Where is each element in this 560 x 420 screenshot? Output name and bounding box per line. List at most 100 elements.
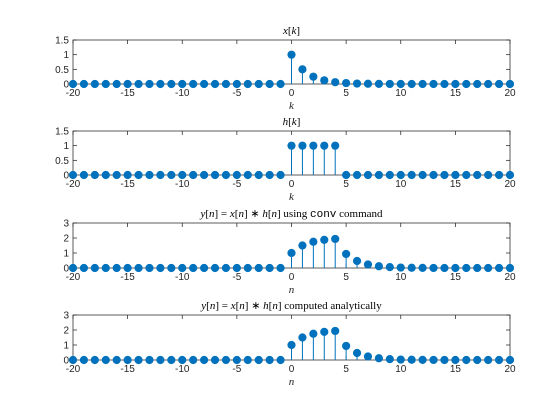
y-tick-label: 0.5	[55, 65, 69, 76]
title-fragment: k	[292, 116, 298, 128]
stem-marker	[429, 263, 438, 273]
y-tick-label: 1.5	[55, 36, 69, 47]
stem-marker	[68, 263, 78, 273]
title-fragment: [	[269, 300, 273, 312]
stem-marker	[232, 79, 241, 89]
stem-marker	[265, 355, 274, 365]
stem-marker	[342, 249, 351, 259]
stem-marker	[178, 263, 187, 273]
x-tick-label: -10	[175, 272, 190, 283]
stem-marker	[484, 355, 493, 365]
stem-marker	[101, 170, 110, 180]
x-tick-label: 0	[289, 88, 295, 99]
x-tick-label: -20	[66, 179, 81, 190]
x-tick-label: -10	[175, 179, 190, 190]
stem-marker	[210, 263, 220, 273]
stem-marker	[101, 79, 110, 89]
y-tick-label: 1	[63, 249, 69, 260]
stem-marker	[90, 355, 99, 365]
stem-marker	[167, 355, 176, 365]
stem-marker	[79, 355, 89, 365]
stem-marker	[112, 355, 121, 365]
stem-marker	[309, 72, 318, 81]
stem-marker	[276, 263, 285, 273]
title-fragment: [	[235, 208, 239, 220]
y-tick-label: 0	[63, 80, 69, 91]
title-fragment: ] ∗	[244, 208, 262, 220]
stem-marker	[494, 79, 504, 89]
x-tick-label: 0	[289, 272, 295, 283]
stem-marker	[123, 355, 132, 365]
stem-marker	[451, 263, 460, 273]
y-tick-label: 0	[63, 264, 69, 275]
x-tick-label: 15	[450, 88, 462, 99]
stem-marker	[210, 79, 220, 89]
y-tick-label: 0	[63, 356, 69, 367]
x-tick-label: -5	[232, 179, 241, 190]
stem-marker	[123, 263, 132, 273]
stem-marker	[363, 170, 373, 180]
stem-marker	[101, 355, 110, 365]
x-axis-label: k	[289, 100, 295, 112]
stem-marker	[374, 170, 383, 180]
stem-marker	[123, 79, 132, 89]
stem-marker	[418, 79, 427, 89]
x-tick-label: -10	[175, 364, 190, 375]
title-fragment: n	[239, 300, 245, 312]
stem-marker	[265, 170, 274, 180]
x-tick-label: 10	[395, 88, 407, 99]
stem-marker	[320, 327, 329, 336]
stem-marker	[134, 355, 143, 365]
stem-marker	[221, 355, 231, 365]
stem-marker	[309, 237, 318, 246]
x-tick-label: 20	[504, 272, 516, 283]
stem-marker	[200, 355, 209, 365]
title-fragment: ] computed analytically	[278, 300, 382, 312]
y-tick-label: 2	[63, 326, 69, 337]
stem-marker	[145, 79, 154, 89]
x-tick-label: -15	[120, 88, 135, 99]
stem-marker	[287, 141, 296, 150]
stem-marker	[298, 65, 307, 74]
stem-marker	[68, 170, 78, 180]
stem-marker	[352, 256, 362, 266]
stem-marker	[331, 141, 340, 150]
stem-marker	[68, 79, 78, 89]
x-tick-label: -20	[66, 272, 81, 283]
stem-marker	[210, 170, 220, 180]
stem-marker	[385, 170, 394, 180]
stem-marker	[156, 355, 165, 365]
stem-marker	[352, 79, 362, 88]
x-tick-label: 0	[289, 364, 295, 375]
title-fragment: command	[336, 208, 383, 220]
stem-marker	[265, 263, 274, 273]
stem-marker	[407, 355, 416, 364]
x-tick-label: 5	[343, 364, 349, 375]
x-tick-label: 15	[450, 272, 462, 283]
x-tick-label: 20	[504, 179, 516, 190]
title-fragment: n	[272, 300, 278, 312]
title-fragment: ]	[296, 25, 300, 37]
stem-marker	[134, 170, 143, 180]
stem-marker	[385, 355, 394, 364]
stem-marker	[79, 79, 89, 89]
stem-marker	[156, 263, 165, 273]
title-fragment: h	[263, 300, 269, 312]
title-fragment: ] =	[215, 208, 230, 220]
title-fragment: [	[288, 25, 292, 37]
stem-marker	[407, 263, 416, 272]
x-tick-label: -20	[66, 88, 81, 99]
x-tick-label: 5	[343, 88, 349, 99]
x-tick-label: 15	[450, 179, 462, 190]
stem-marker	[451, 170, 460, 180]
stem-marker	[254, 170, 263, 180]
stem-marker	[134, 79, 143, 89]
stem-marker	[189, 170, 198, 180]
stem-marker	[232, 355, 241, 365]
stem-marker	[298, 141, 307, 150]
x-tick-label: -15	[120, 364, 135, 375]
stem-marker	[276, 79, 285, 89]
stem-marker	[254, 355, 263, 365]
stem-marker	[320, 76, 329, 85]
